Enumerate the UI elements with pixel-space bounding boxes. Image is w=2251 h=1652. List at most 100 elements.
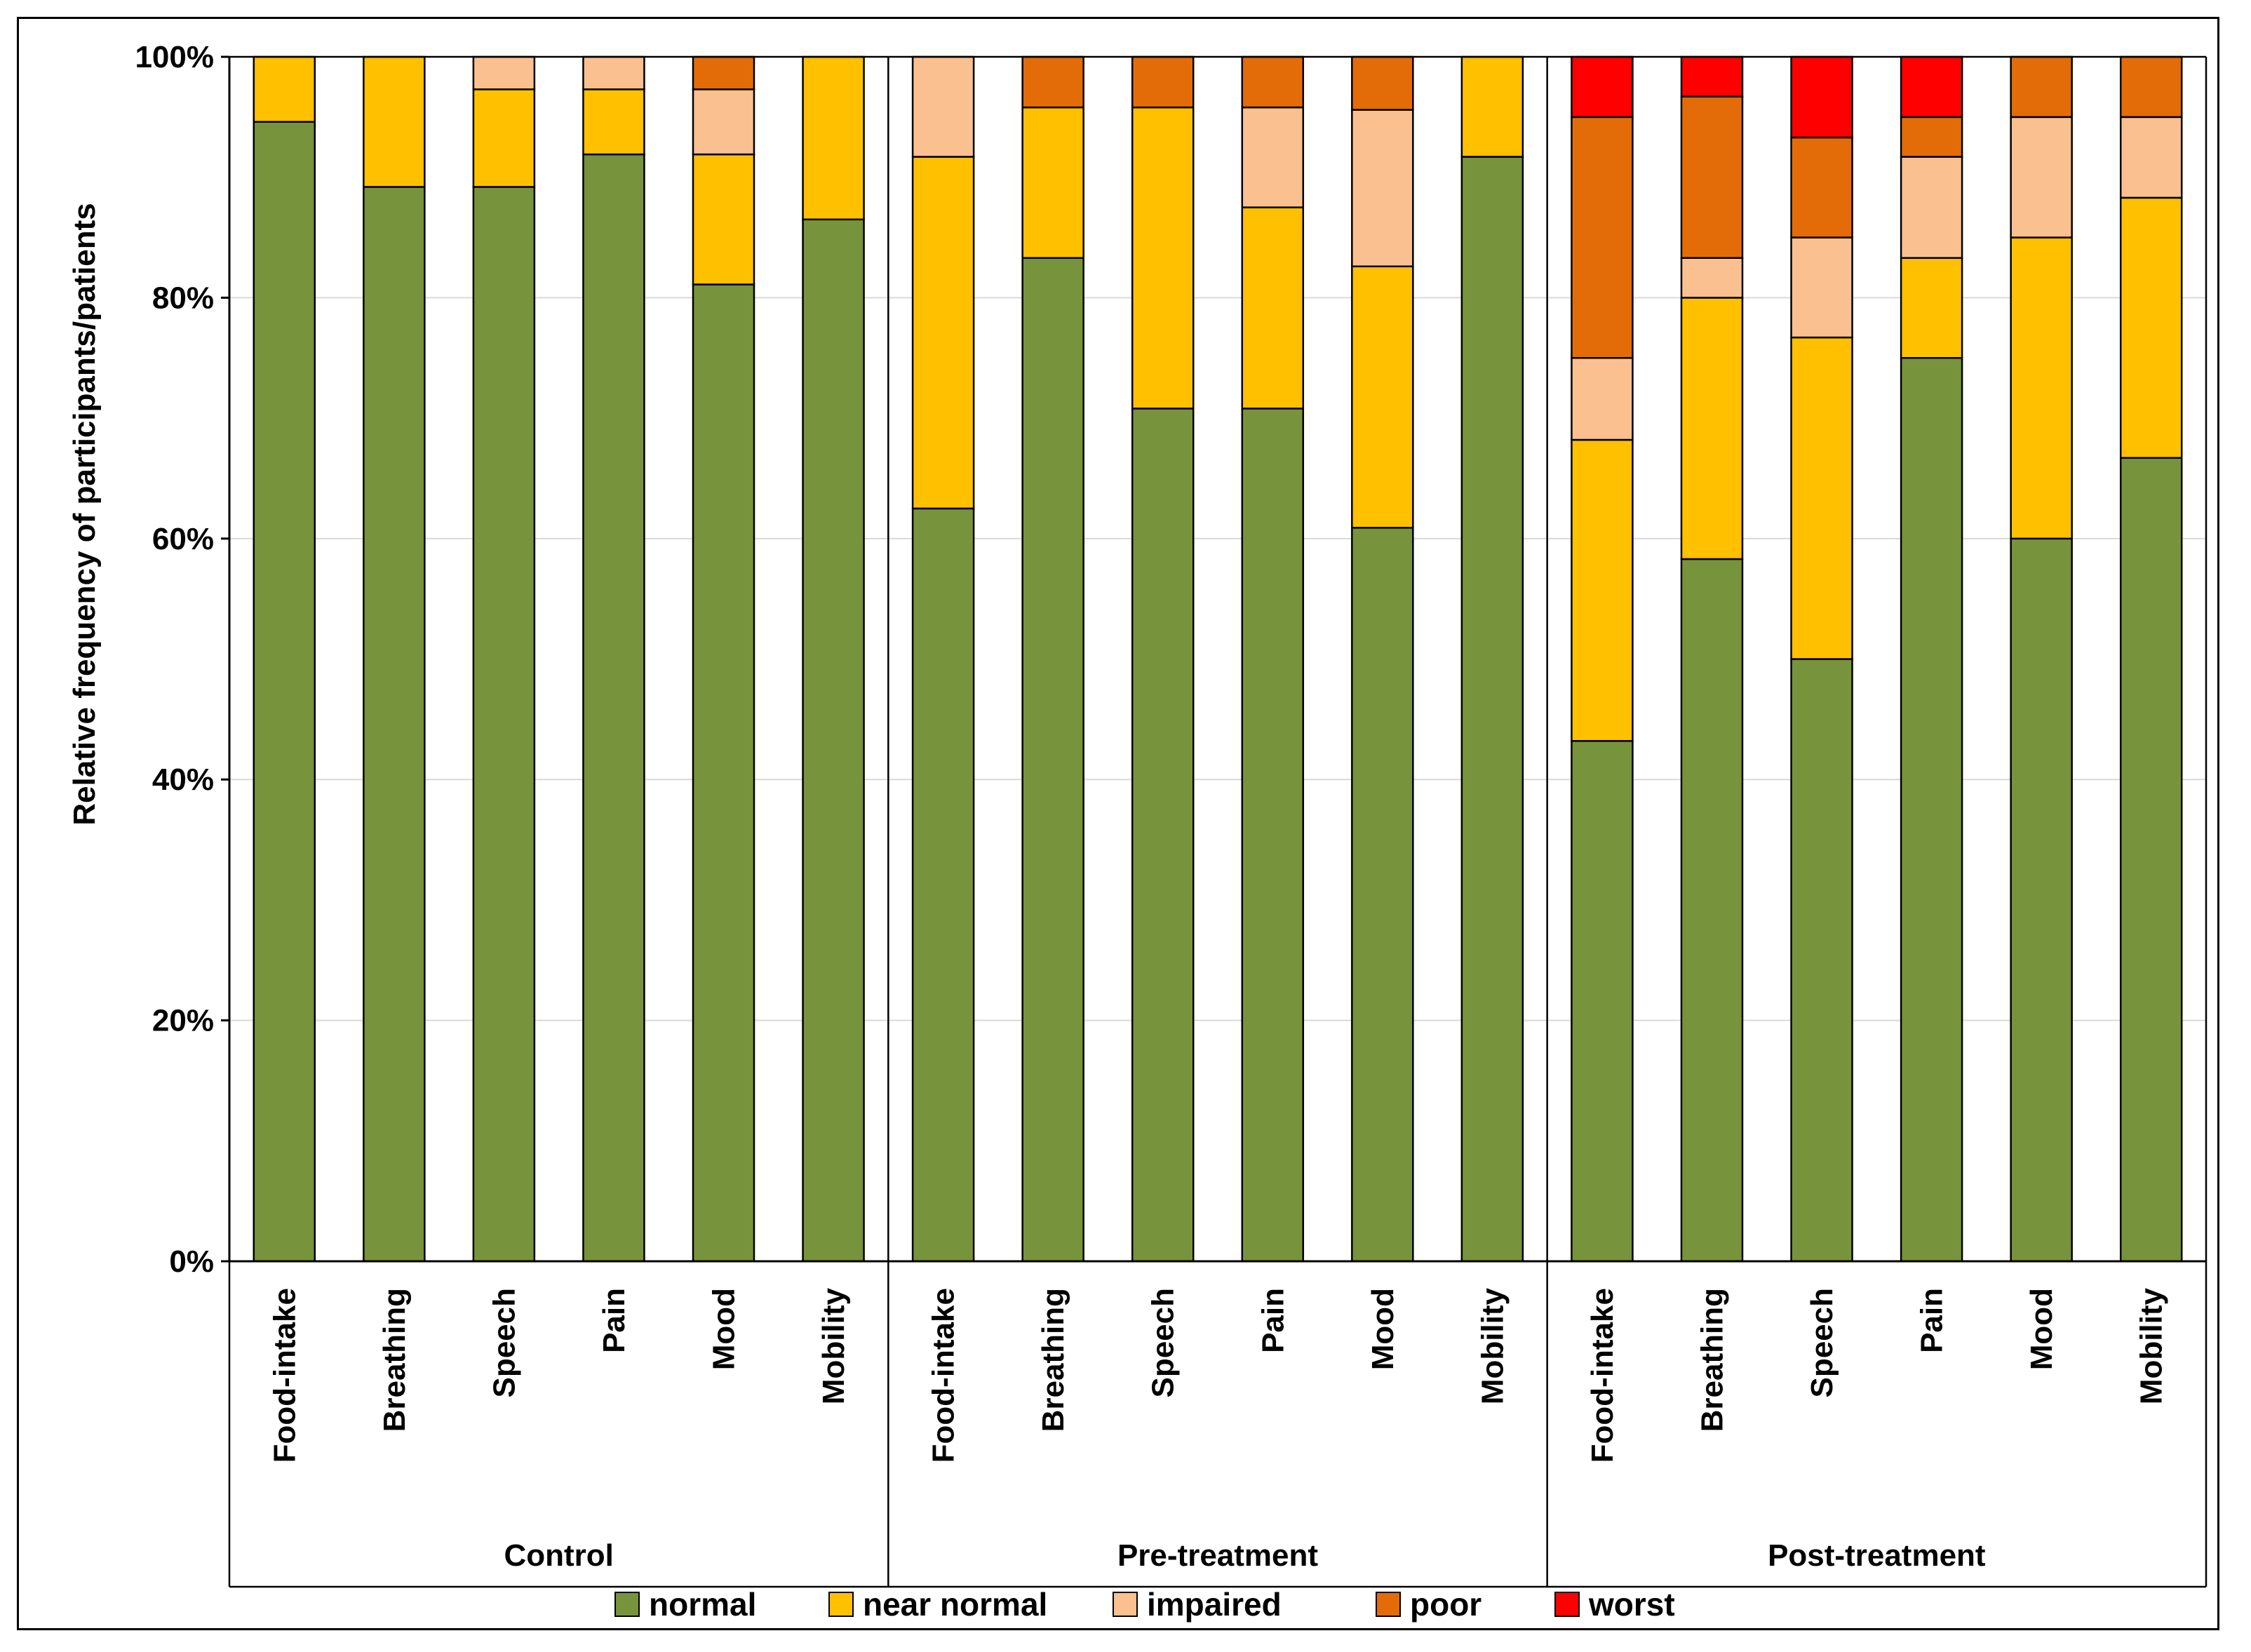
x-label-control-food-intake: Food-intake (267, 1288, 302, 1463)
x-label-control-mobility: Mobility (817, 1287, 851, 1404)
bar-post-treatment-pain-near-normal (1900, 257, 1963, 359)
bar-pre-treatment-breathing-poor (1021, 55, 1084, 109)
bar-pre-treatment-mobility-near-normal (1460, 55, 1524, 158)
bar-pre-treatment-mood-normal (1351, 527, 1414, 1263)
bar-post-treatment-speech-worst (1790, 55, 1853, 139)
bar-pre-treatment-food-intake-impaired (911, 55, 975, 158)
bar-control-speech-near-normal (472, 88, 536, 188)
bar-control-speech-impaired (472, 55, 536, 90)
legend-label-normal: normal (649, 1586, 756, 1623)
y-axis-title: Relative frequency of participants/patie… (67, 203, 102, 826)
bar-pre-treatment-food-intake-near-normal (911, 156, 975, 510)
x-label-pre-treatment-food-intake: Food-intake (927, 1288, 961, 1463)
bar-post-treatment-mobility-impaired (2119, 116, 2183, 199)
axes (221, 55, 2208, 1588)
y-tick-80: 80% (152, 281, 214, 315)
bar-post-treatment-mobility-poor (2119, 55, 2183, 119)
bar-pre-treatment-breathing-normal (1021, 257, 1084, 1263)
bar-post-treatment-breathing-worst (1680, 55, 1744, 98)
x-label-control-speech: Speech (487, 1288, 521, 1398)
bar-pre-treatment-mood-near-normal (1351, 265, 1414, 529)
x-label-pre-treatment-breathing: Breathing (1036, 1288, 1070, 1432)
legend-swatch-near-normal (828, 1592, 854, 1617)
legend-swatch-normal (614, 1592, 640, 1617)
bar-post-treatment-breathing-impaired (1680, 257, 1744, 299)
bar-post-treatment-mobility-near-normal (2119, 196, 2183, 459)
bar-post-treatment-pain-poor (1900, 116, 1963, 158)
bar-pre-treatment-speech-near-normal (1131, 106, 1195, 410)
bar-control-mood-impaired (692, 88, 755, 156)
x-category-labels: Food-intake Breathing Speech Pain Mood Mobili… (267, 1287, 2168, 1463)
x-label-pre-treatment-speech: Speech (1146, 1288, 1181, 1398)
bar-control-mood-poor (692, 55, 755, 90)
bar-post-treatment-food-intake-normal (1571, 740, 1634, 1263)
bar-control-pain-near-normal (582, 88, 645, 156)
bar-pre-treatment-pain-impaired (1241, 106, 1305, 208)
bar-post-treatment-food-intake-impaired (1571, 357, 1634, 441)
bar-post-treatment-breathing-poor (1680, 95, 1744, 259)
x-label-post-treatment-breathing: Breathing (1695, 1288, 1730, 1432)
bar-control-mobility-normal (802, 218, 865, 1263)
x-label-control-pain: Pain (597, 1288, 631, 1353)
bar-post-treatment-mood-poor (2010, 55, 2073, 119)
bar-pre-treatment-mood-impaired (1351, 109, 1414, 268)
bar-pre-treatment-pain-near-normal (1241, 206, 1305, 410)
legend-swatch-worst (1554, 1592, 1580, 1617)
bar-post-treatment-speech-impaired (1790, 236, 1853, 339)
y-tick-60: 60% (152, 522, 214, 556)
legend-label-impaired: impaired (1147, 1586, 1282, 1623)
x-label-post-treatment-food-intake: Food-intake (1585, 1288, 1620, 1463)
group-label-post-treatment: Post-treatment (1768, 1538, 1986, 1573)
bar-post-treatment-mobility-normal (2119, 457, 2183, 1263)
bar-pre-treatment-food-intake-normal (911, 507, 975, 1263)
bar-pre-treatment-breathing-near-normal (1021, 106, 1084, 259)
bar-post-treatment-pain-impaired (1900, 156, 1963, 259)
y-tick-20: 20% (152, 1004, 214, 1038)
bar-control-breathing-normal (363, 186, 426, 1263)
legend-label-worst: worst (1588, 1586, 1675, 1623)
bar-control-pain-impaired (582, 55, 645, 90)
chart-frame: 0% 20% 40% 60% 80% 100% Food-intake Breathing S… (17, 17, 2219, 1630)
bar-control-food-intake-near-normal (253, 55, 316, 123)
bar-post-treatment-food-intake-poor (1571, 116, 1634, 359)
bar-post-treatment-mood-near-normal (2010, 236, 2073, 540)
legend-swatch-impaired (1113, 1592, 1138, 1617)
x-label-post-treatment-pain: Pain (1915, 1288, 1949, 1353)
x-label-pre-treatment-pain: Pain (1256, 1288, 1290, 1353)
bar-pre-treatment-speech-poor (1131, 55, 1195, 109)
x-label-post-treatment-mobility: Mobility (2135, 1287, 2169, 1404)
bar-post-treatment-mood-normal (2010, 537, 2073, 1263)
bar-control-breathing-near-normal (363, 55, 426, 188)
legend-label-poor: poor (1410, 1586, 1481, 1623)
bar-control-mood-near-normal (692, 153, 755, 286)
x-label-pre-treatment-mood: Mood (1366, 1288, 1400, 1370)
y-tick-labels: 0% 20% 40% 60% 80% 100% (135, 40, 214, 1279)
bar-pre-treatment-mobility-normal (1460, 156, 1524, 1263)
bar-control-food-intake-normal (253, 121, 316, 1263)
bar-control-pain-normal (582, 153, 645, 1263)
bar-control-speech-normal (472, 186, 536, 1263)
group-labels: Control Pre-treatment Post-treatment (504, 1538, 1985, 1573)
bar-pre-treatment-speech-normal (1131, 408, 1195, 1263)
stacked-bar-chart: 0% 20% 40% 60% 80% 100% Food-intake Breathing S… (67, 40, 2208, 1623)
group-label-control: Control (504, 1538, 613, 1573)
legend-swatch-poor (1376, 1592, 1401, 1617)
x-label-post-treatment-mood: Mood (2024, 1288, 2059, 1370)
bar-pre-treatment-pain-normal (1241, 408, 1305, 1263)
bar-pre-treatment-mood-poor (1351, 55, 1414, 111)
bar-post-treatment-speech-near-normal (1790, 336, 1853, 660)
bar-post-treatment-speech-normal (1790, 658, 1853, 1263)
bar-control-mood-normal (692, 283, 755, 1263)
group-label-pre-treatment: Pre-treatment (1117, 1538, 1318, 1573)
x-label-control-mood: Mood (707, 1288, 741, 1370)
y-tick-40: 40% (152, 763, 214, 797)
bar-post-treatment-breathing-near-normal (1680, 297, 1744, 560)
y-tick-0: 0% (169, 1244, 214, 1279)
bar-post-treatment-food-intake-worst (1571, 55, 1634, 119)
bar-post-treatment-food-intake-near-normal (1571, 438, 1634, 742)
x-label-post-treatment-speech: Speech (1805, 1288, 1839, 1398)
x-label-control-breathing: Breathing (377, 1288, 412, 1432)
bar-control-mobility-near-normal (802, 55, 865, 221)
bar-post-treatment-pain-normal (1900, 357, 1963, 1263)
x-label-pre-treatment-mobility: Mobility (1475, 1287, 1510, 1404)
